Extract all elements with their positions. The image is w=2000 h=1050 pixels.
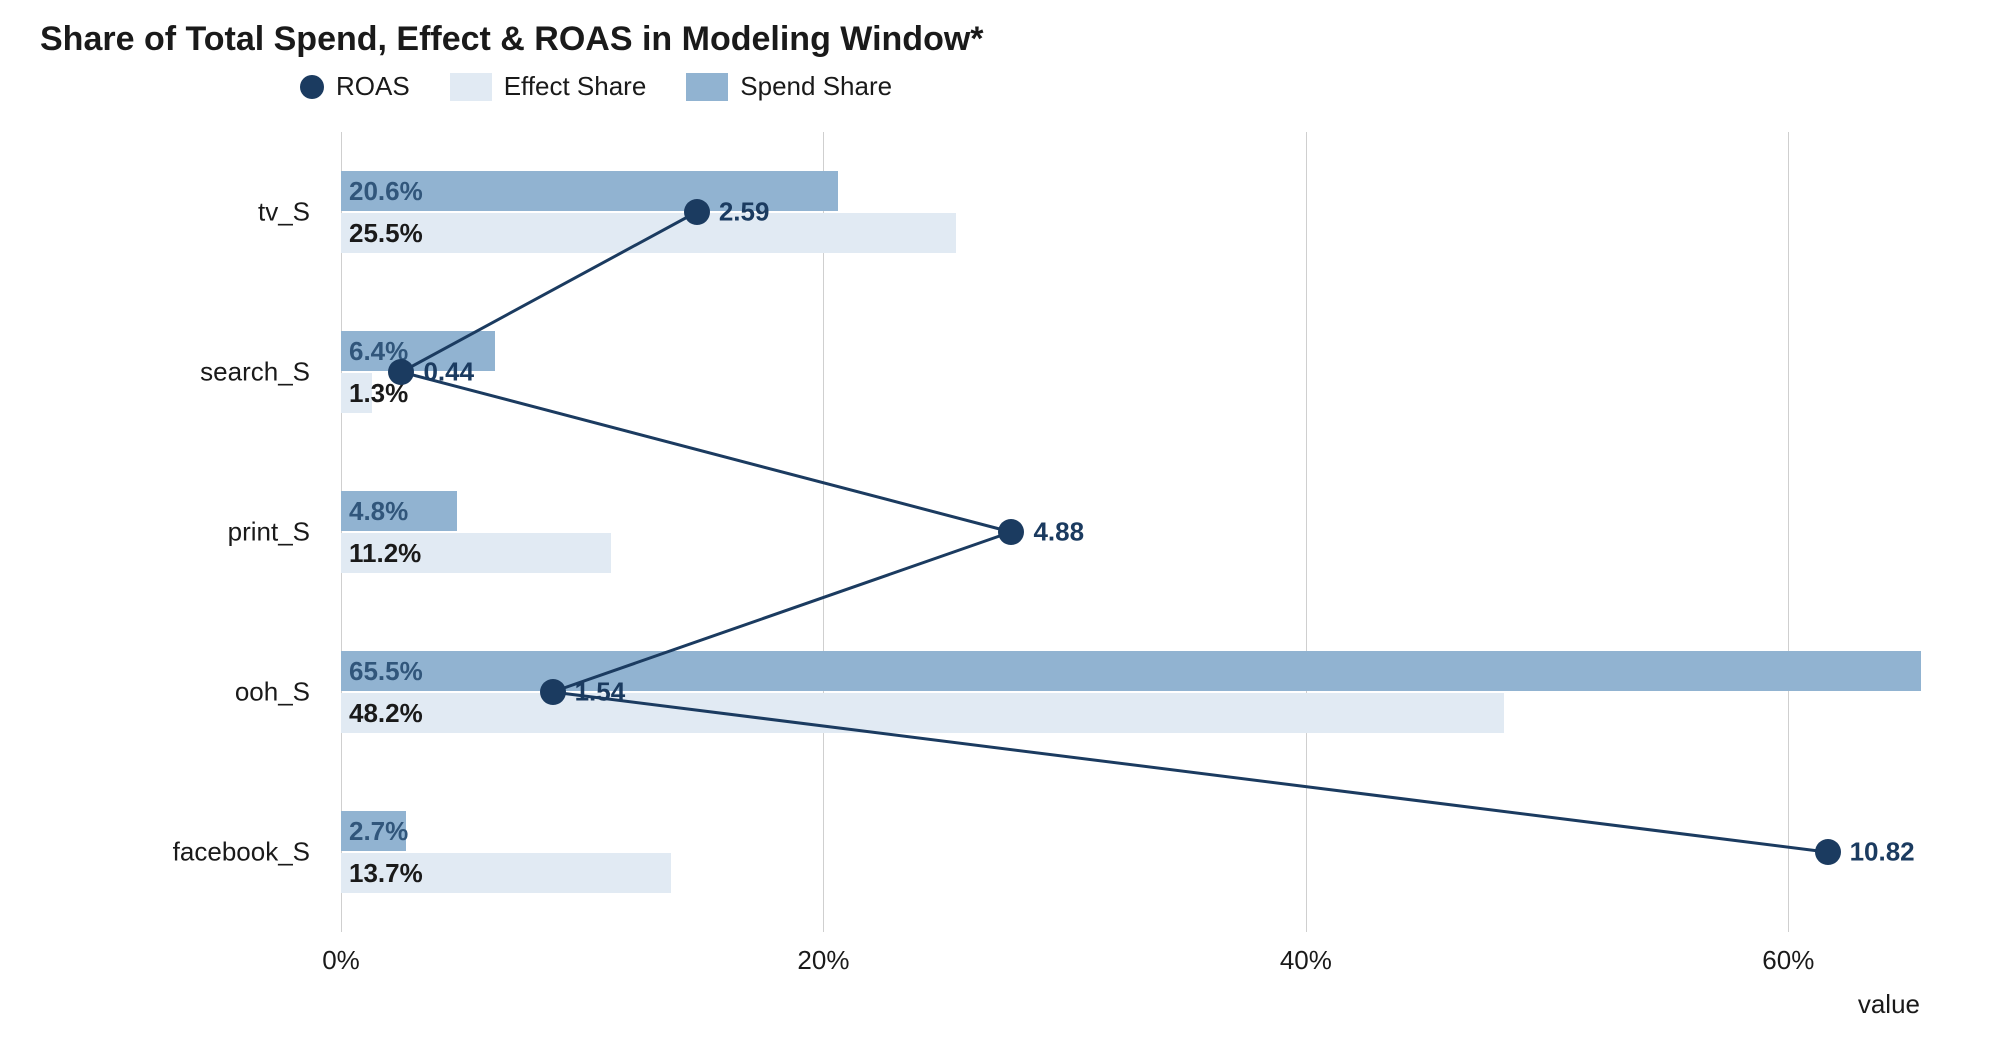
- legend-item-roas: ROAS: [300, 71, 410, 102]
- effect-bar-label: 13.7%: [349, 858, 423, 889]
- x-tick-label: 20%: [797, 945, 849, 976]
- legend-label-roas: ROAS: [336, 71, 410, 102]
- roas-label: 10.82: [1850, 837, 1915, 868]
- effect-bar: [341, 213, 956, 253]
- roas-label: 1.54: [575, 677, 626, 708]
- legend-item-effect: Effect Share: [450, 71, 647, 102]
- spend-bar-label: 20.6%: [349, 176, 423, 207]
- roas-label: 2.59: [719, 197, 770, 228]
- chart-title: Share of Total Spend, Effect & ROAS in M…: [40, 20, 1960, 59]
- roas-label: 4.88: [1033, 517, 1084, 548]
- x-axis-title: value: [1858, 989, 1920, 1020]
- y-axis-labels: tv_S search_S print_S ooh_S facebook_S: [40, 132, 340, 932]
- effect-bar: [341, 693, 1504, 733]
- spend-bar-label: 65.5%: [349, 656, 423, 687]
- chart-area: tv_Ssearch_Sprint_Sooh_Sfacebook_S value…: [40, 132, 1960, 932]
- effect-bar-label: 25.5%: [349, 218, 423, 249]
- roas-point: [684, 199, 710, 225]
- x-tick-label: 40%: [1280, 945, 1332, 976]
- effect-bar-label: 11.2%: [349, 538, 421, 569]
- x-tick-label: 60%: [1762, 945, 1814, 976]
- roas-point: [388, 359, 414, 385]
- effect-bar-label: 48.2%: [349, 698, 423, 729]
- legend-item-spend: Spend Share: [686, 71, 892, 102]
- legend: ROAS Effect Share Spend Share: [300, 71, 1960, 102]
- legend-label-spend: Spend Share: [740, 71, 892, 102]
- plot-area: value 0%20%40%60%20.6%25.5%2.596.4%1.3%0…: [340, 132, 1920, 932]
- gridline: [1306, 132, 1307, 932]
- x-tick-label: 0%: [322, 945, 360, 976]
- category-label: search_S: [200, 357, 310, 388]
- spend-swatch-icon: [686, 73, 728, 101]
- spend-bar-label: 2.7%: [349, 816, 408, 847]
- category-label: facebook_S: [173, 837, 310, 868]
- gridline: [1788, 132, 1789, 932]
- category-label: tv_S: [258, 197, 310, 228]
- roas-point: [1815, 839, 1841, 865]
- roas-point: [998, 519, 1024, 545]
- roas-point: [540, 679, 566, 705]
- roas-dot-icon: [300, 75, 324, 99]
- spend-bar-label: 4.8%: [349, 496, 408, 527]
- effect-swatch-icon: [450, 73, 492, 101]
- category-label: print_S: [228, 517, 310, 548]
- category-label: ooh_S: [235, 677, 310, 708]
- roas-label: 0.44: [423, 357, 474, 388]
- legend-label-effect: Effect Share: [504, 71, 647, 102]
